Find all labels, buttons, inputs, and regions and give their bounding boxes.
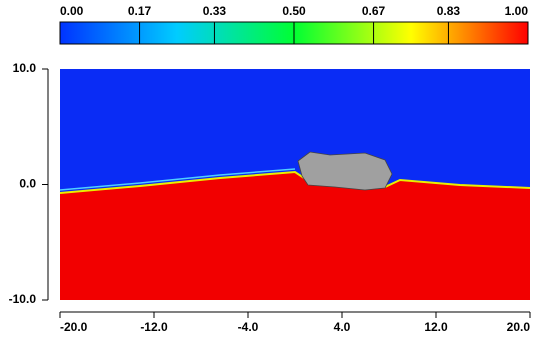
colorbar-tick-label: 0.67 (362, 4, 386, 18)
hull (297, 151, 393, 191)
y-tick-label: 10.0 (13, 61, 37, 75)
colorbar-tick-label: 0.17 (128, 4, 152, 18)
colorbar-tick-label: 0.50 (282, 4, 306, 18)
x-tick-label: 4.0 (334, 320, 351, 334)
free-surface-edge (59, 168, 296, 191)
x-tick-label: -20.0 (60, 320, 88, 334)
x-tick-label: 20.0 (507, 320, 531, 334)
y-tick-label: -10.0 (9, 292, 37, 306)
x-tick-label: 12.0 (424, 320, 448, 334)
colorbar-tick-label: 1.00 (505, 4, 529, 18)
colorbar-tick-label: 0.83 (437, 4, 461, 18)
y-tick-label: 0.0 (19, 177, 36, 191)
colorbar-tick-label: 0.00 (60, 4, 84, 18)
x-tick-label: -12.0 (140, 320, 168, 334)
x-tick-label: -4.0 (238, 320, 259, 334)
colorbar-tick-label: 0.33 (203, 4, 227, 18)
water-phase (60, 172, 530, 300)
